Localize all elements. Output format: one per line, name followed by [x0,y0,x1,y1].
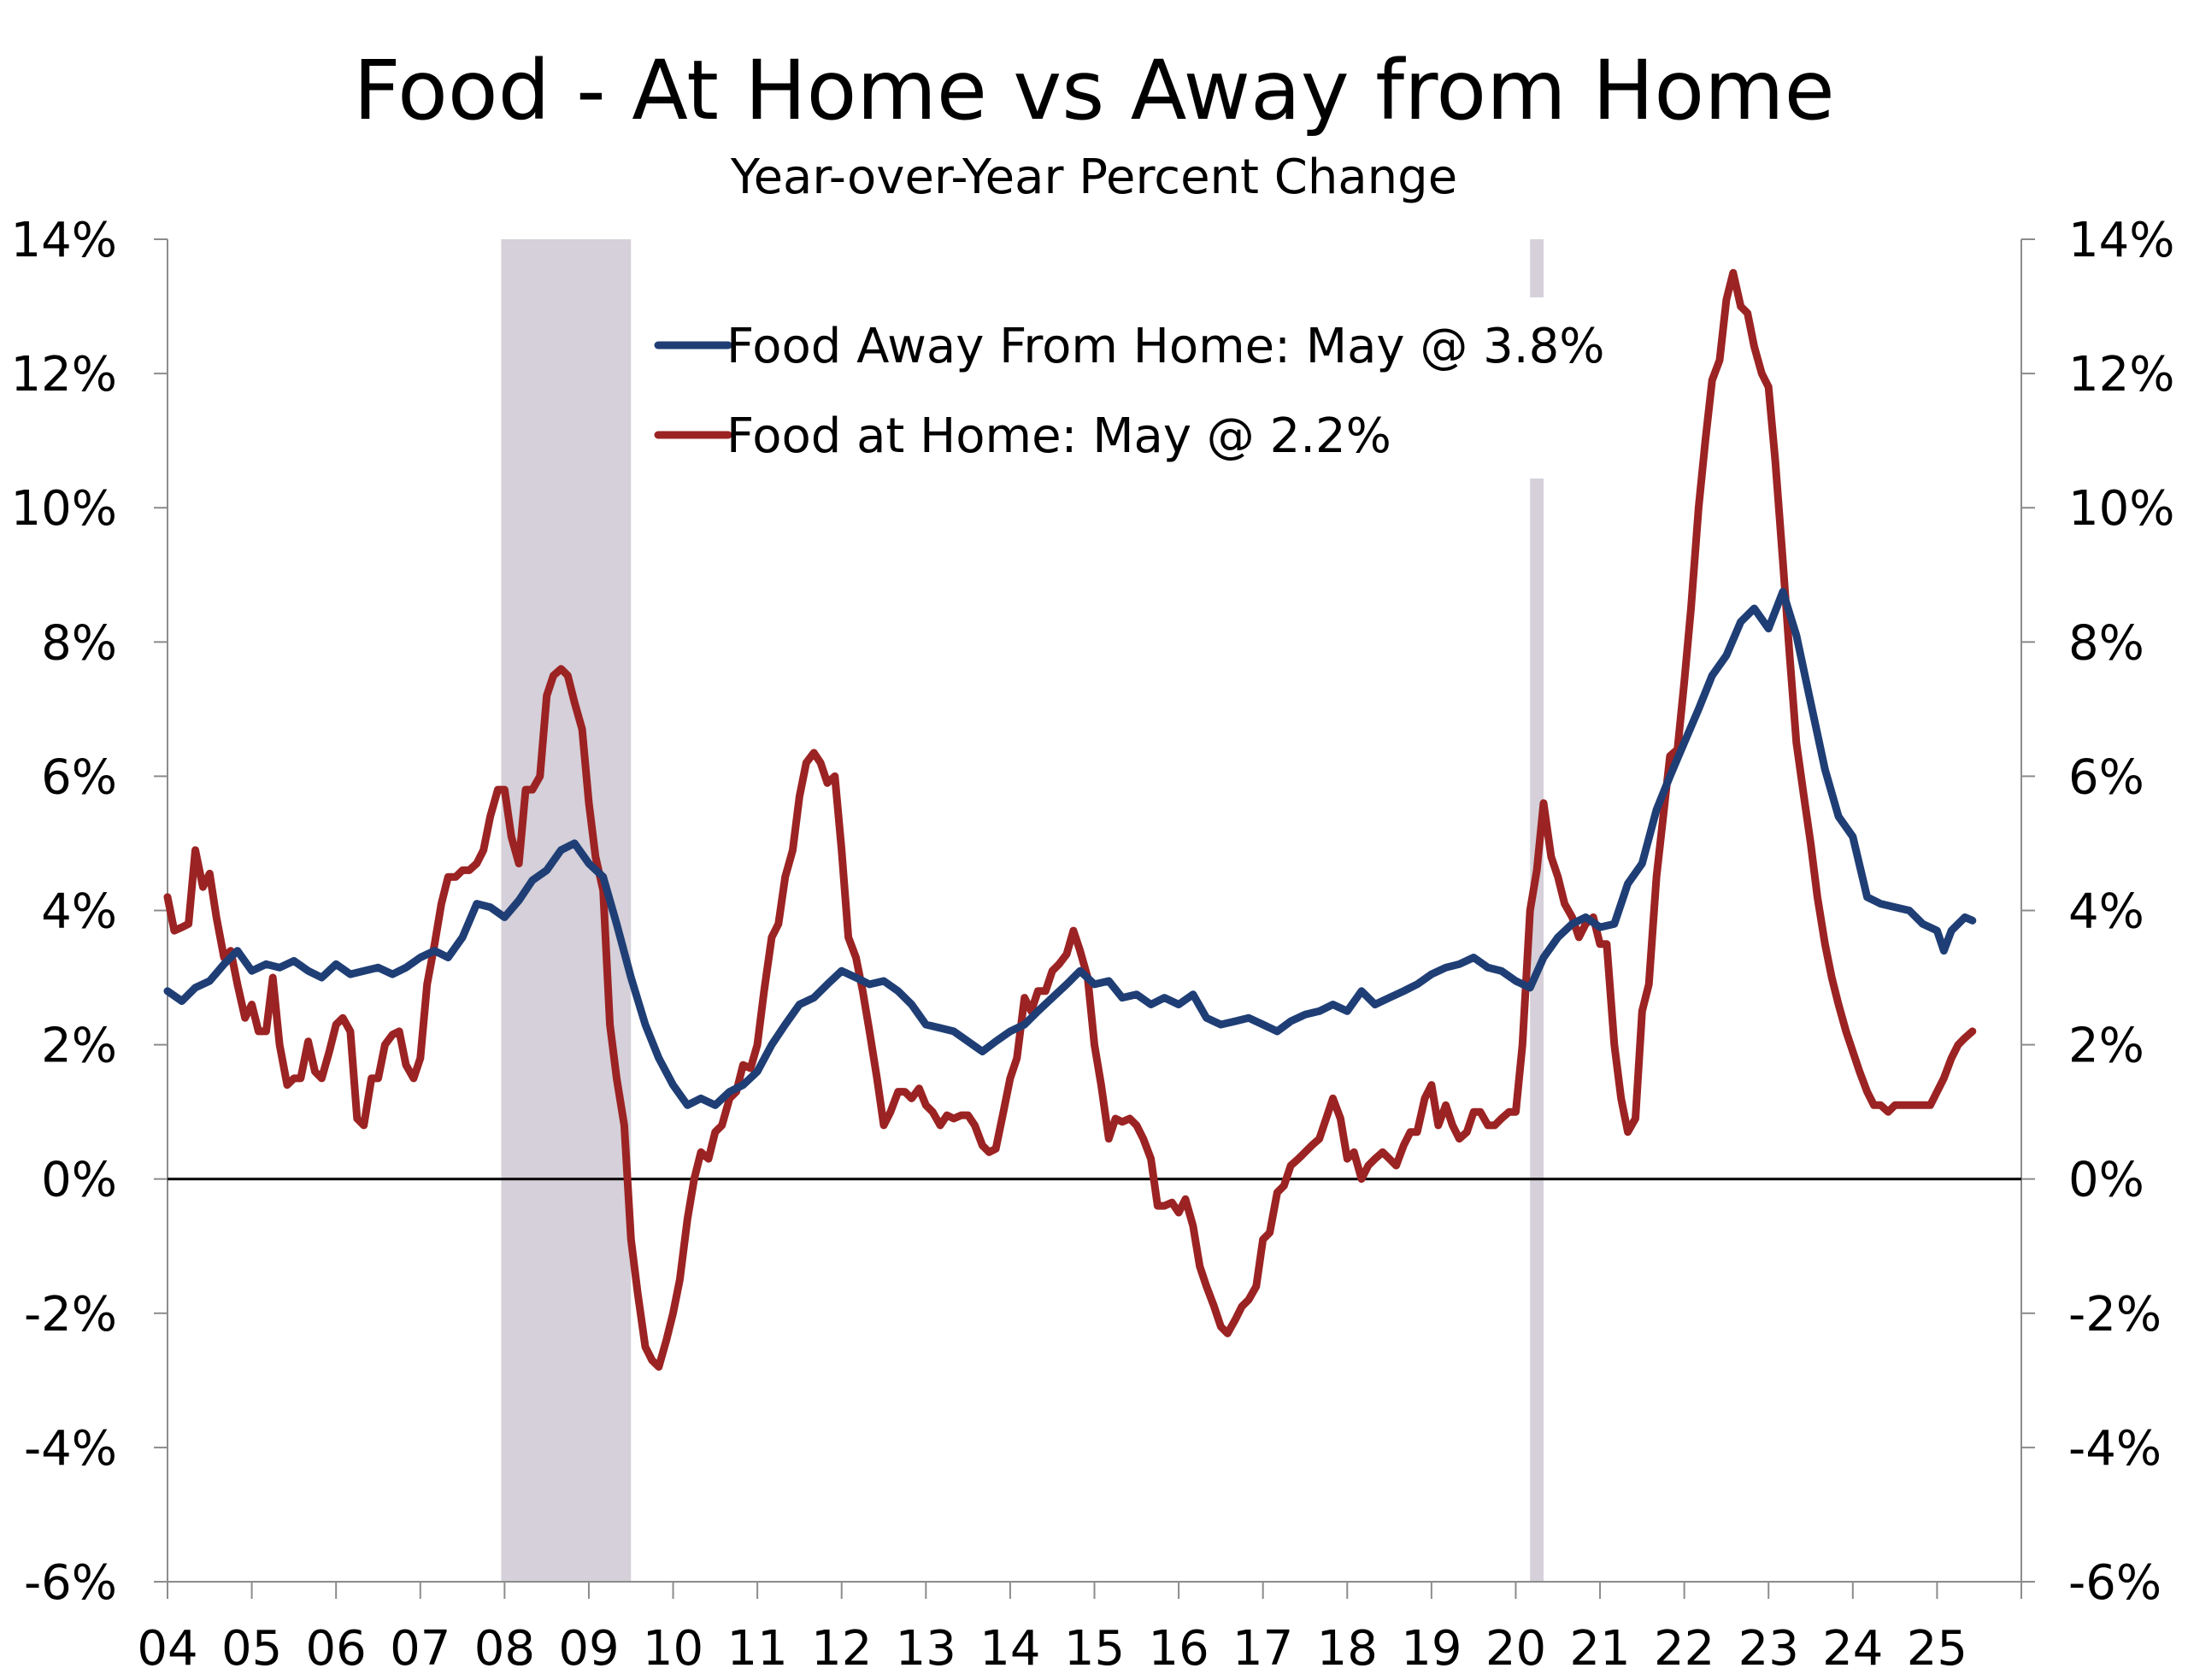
x-tick-label: 06 [306,1621,367,1677]
y-tick-label-left: -6% [24,1555,117,1611]
x-tick-label: 07 [390,1621,450,1677]
x-tick-label: 04 [137,1621,197,1677]
chart-subtitle: Year-over-Year Percent Change [730,150,1458,205]
y-tick-label-right: -6% [2068,1555,2162,1611]
y-tick-label-left: 6% [41,749,117,805]
recession-band-2 [1530,239,1544,1582]
x-tick-label: 13 [896,1621,956,1677]
y-tick-label-left: 14% [11,213,117,268]
y-tick-label-left: -2% [24,1287,117,1342]
series-line-food-home [163,268,1977,1372]
x-tick-label: 11 [727,1621,788,1677]
x-tick-label: 23 [1738,1621,1799,1677]
x-tick-label: 18 [1317,1621,1378,1677]
y-tick-label-right: 8% [2068,615,2144,671]
x-tick-label: 14 [979,1621,1040,1677]
x-tick-label: 21 [1569,1621,1630,1677]
chart-title: Food - At Home vs Away from Home [353,43,1835,138]
x-tick-label: 12 [811,1621,872,1677]
y-tick-label-left: 10% [11,481,117,537]
y-tick-label-right: -2% [2068,1287,2162,1342]
legend-label-away: Food Away From Home: May @ 3.8% [726,319,1604,374]
y-tick-label-right: 14% [2068,213,2174,268]
x-tick-label: 05 [221,1621,282,1677]
y-tick-label-left: 4% [41,884,117,940]
x-tick-label: 24 [1822,1621,1883,1677]
y-tick-label-left: 8% [41,615,117,671]
x-tick-label: 10 [643,1621,703,1677]
x-tick-label: 22 [1654,1621,1715,1677]
y-tick-label-left: 0% [41,1153,117,1208]
y-tick-label-right: -4% [2068,1421,2162,1477]
legend: Food Away From Home: May @ 3.8% Food at … [654,319,1604,464]
x-tick-label: 20 [1485,1621,1546,1677]
y-tick-label-right: 0% [2068,1153,2144,1208]
x-tick-label: 19 [1401,1621,1462,1677]
legend-box [650,297,1671,479]
x-tick-label: 08 [474,1621,535,1677]
y-tick-label-right: 12% [2068,347,2174,402]
chart-axes: -6% -6% -4% -4% -2% -2% 0% 0% 2% 2% 4% 4% 6% 6% 8% 8% 10… [11,213,2175,1677]
series-line-food-away [163,587,1977,1109]
series-lines [163,268,1977,1372]
y-tick-label-left: 2% [41,1019,117,1074]
x-tick-label: 09 [558,1621,619,1677]
y-tick-label-left: -4% [24,1421,117,1477]
y-tick-label-right: 2% [2068,1019,2144,1074]
y-tick-label-right: 6% [2068,749,2144,805]
y-tick-label-left: 12% [11,347,117,402]
x-tick-label: 15 [1064,1621,1125,1677]
x-tick-label: 25 [1907,1621,1967,1677]
y-tick-label-right: 10% [2068,481,2174,537]
x-tick-label: 17 [1232,1621,1293,1677]
y-tick-label-right: 4% [2068,884,2144,940]
x-tick-label: 16 [1148,1621,1209,1677]
legend-label-home: Food at Home: May @ 2.2% [726,408,1391,464]
